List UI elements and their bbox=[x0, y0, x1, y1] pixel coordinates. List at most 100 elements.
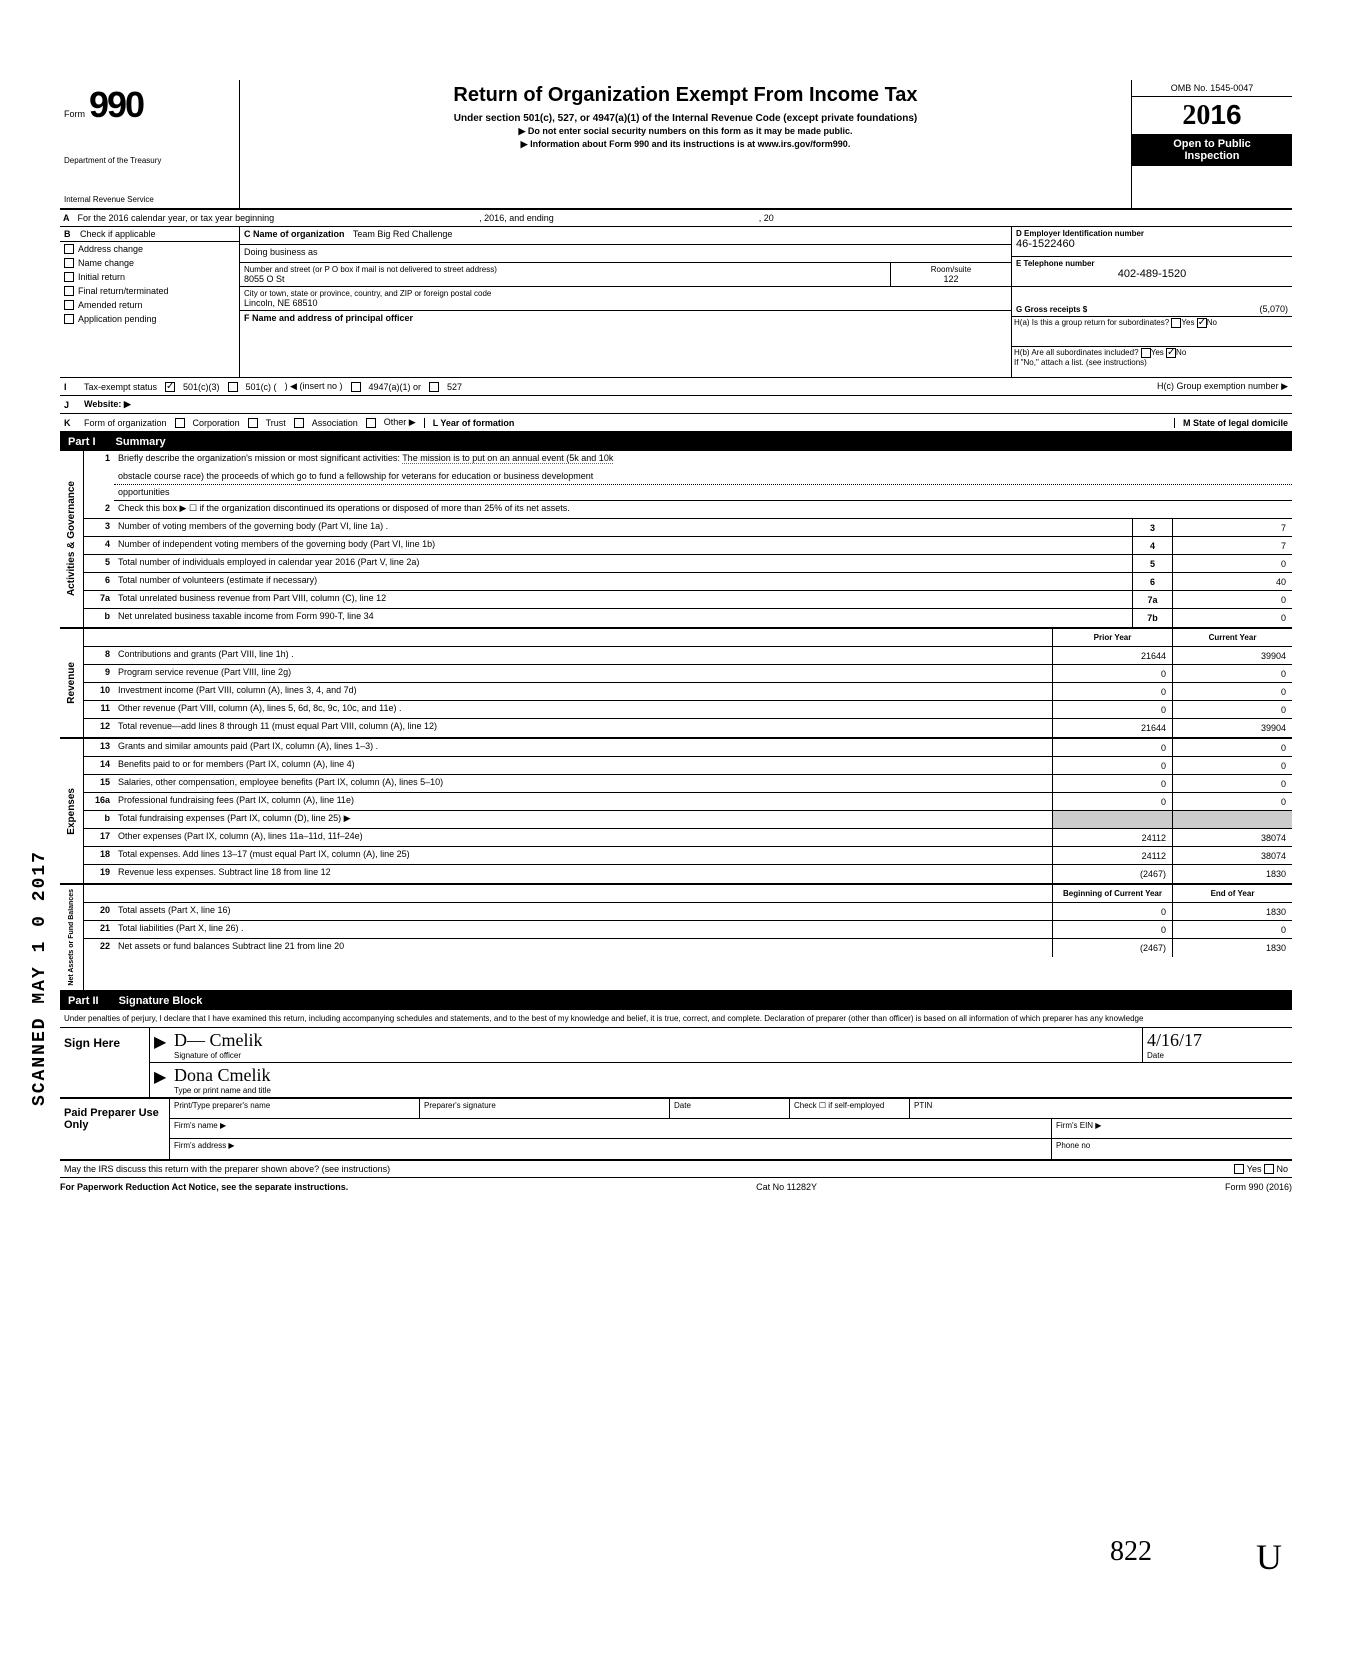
net-assets-section: Net Assets or Fund Balances Beginning of… bbox=[60, 885, 1292, 992]
l13-curr: 0 bbox=[1172, 739, 1292, 756]
l10-curr: 0 bbox=[1172, 683, 1292, 700]
city-row: City or town, state or province, country… bbox=[240, 287, 1011, 311]
sig-date-val: 4/16/17 bbox=[1147, 1030, 1288, 1051]
activities-governance: Activities & Governance 1 Briefly descri… bbox=[60, 451, 1292, 629]
expenses-section: Expenses 13 Grants and similar amounts p… bbox=[60, 739, 1292, 885]
mission-line3: opportunities bbox=[114, 485, 1292, 501]
col-b: B Check if applicable Address change Nam… bbox=[60, 227, 240, 377]
gross-receipts: G Gross receipts $ (5,070) bbox=[1012, 287, 1292, 317]
header-center: Return of Organization Exempt From Incom… bbox=[240, 80, 1132, 208]
l19-curr: 1830 bbox=[1172, 865, 1292, 883]
l8-prior: 21644 bbox=[1052, 647, 1172, 664]
l9-prior: 0 bbox=[1052, 665, 1172, 682]
header-left: Form 990 Department of the Treasury Inte… bbox=[60, 80, 240, 208]
l14-curr: 0 bbox=[1172, 757, 1292, 774]
line7b-val: 0 bbox=[1172, 609, 1292, 627]
scanned-stamp: SCANNED MAY 1 0 2017 bbox=[30, 850, 50, 1106]
handwritten-822: 822 bbox=[1110, 1536, 1152, 1568]
org-name-row: C Name of organization Team Big Red Chal… bbox=[240, 227, 1011, 245]
arrow-icon: ▶ bbox=[150, 1063, 170, 1097]
l12-curr: 39904 bbox=[1172, 719, 1292, 737]
form-990-container: Form 990 Department of the Treasury Inte… bbox=[60, 80, 1292, 1196]
check-amended[interactable]: Amended return bbox=[60, 298, 239, 312]
l19-prior: (2467) bbox=[1052, 865, 1172, 883]
ein-value: 46-1522460 bbox=[1016, 238, 1288, 250]
l13-prior: 0 bbox=[1052, 739, 1172, 756]
revenue-section: Revenue Prior Year Current Year 8 Contri… bbox=[60, 629, 1292, 739]
check-initial-return[interactable]: Initial return bbox=[60, 270, 239, 284]
ein-box: D Employer Identification number 46-1522… bbox=[1012, 227, 1292, 257]
dept-irs: Internal Revenue Service bbox=[64, 195, 235, 204]
main-title: Return of Organization Exempt From Incom… bbox=[250, 84, 1121, 107]
check-app-pending[interactable]: Application pending bbox=[60, 312, 239, 326]
instruction-1: ▶ Do not enter social security numbers o… bbox=[250, 126, 1121, 137]
header-right: OMB No. 1545-0047 2016 Open to Public In… bbox=[1132, 80, 1292, 208]
footer: For Paperwork Reduction Act Notice, see … bbox=[60, 1178, 1292, 1196]
paid-preparer-label: Paid Preparer Use Only bbox=[60, 1099, 170, 1159]
line5-val: 0 bbox=[1172, 555, 1292, 572]
l18-curr: 38074 bbox=[1172, 847, 1292, 864]
row-a: A For the 2016 calendar year, or tax yea… bbox=[60, 210, 1292, 227]
l22-curr: 1830 bbox=[1172, 939, 1292, 957]
l8-curr: 39904 bbox=[1172, 647, 1292, 664]
l22-prior: (2467) bbox=[1052, 939, 1172, 957]
line3-val: 7 bbox=[1172, 519, 1292, 536]
paid-preparer-section: Paid Preparer Use Only Print/Type prepar… bbox=[60, 1099, 1292, 1161]
mission-line1: The mission is to put on an annual event… bbox=[402, 453, 613, 464]
l16a-curr: 0 bbox=[1172, 793, 1292, 810]
mission-line2: obstacle course race) the proceeds of wh… bbox=[114, 469, 1292, 485]
omb-number: OMB No. 1545-0047 bbox=[1132, 80, 1292, 97]
name-handwritten: Dona Cmelik bbox=[174, 1065, 1288, 1086]
l12-prior: 21644 bbox=[1052, 719, 1172, 737]
city-value: Lincoln, NE 68510 bbox=[244, 298, 1007, 308]
arrow-icon: ▶ bbox=[150, 1028, 170, 1062]
subtitle: Under section 501(c), 527, or 4947(a)(1)… bbox=[250, 113, 1121, 124]
check-address-change[interactable]: Address change bbox=[60, 242, 239, 256]
l15-prior: 0 bbox=[1052, 775, 1172, 792]
l11-prior: 0 bbox=[1052, 701, 1172, 718]
instruction-2: ▶ Information about Form 990 and its ins… bbox=[250, 139, 1121, 150]
col-d-h: D Employer Identification number 46-1522… bbox=[1012, 227, 1292, 377]
check-name-change[interactable]: Name change bbox=[60, 256, 239, 270]
l10-prior: 0 bbox=[1052, 683, 1172, 700]
l11-curr: 0 bbox=[1172, 701, 1292, 718]
form-number: 990 bbox=[89, 84, 143, 126]
part-1-header: Part I Summary bbox=[60, 433, 1292, 451]
form-label: Form bbox=[64, 109, 85, 119]
line7a-val: 0 bbox=[1172, 591, 1292, 608]
f-officer: F Name and address of principal officer bbox=[240, 311, 1011, 351]
section-b-h: B Check if applicable Address change Nam… bbox=[60, 227, 1292, 378]
irs-discuss-row: May the IRS discuss this return with the… bbox=[60, 1161, 1292, 1179]
col-c-f: C Name of organization Team Big Red Chal… bbox=[240, 227, 1012, 377]
line4-val: 7 bbox=[1172, 537, 1292, 554]
room-value: 122 bbox=[895, 274, 1007, 284]
l9-curr: 0 bbox=[1172, 665, 1292, 682]
ha-box: H(a) Is this a group return for subordin… bbox=[1012, 317, 1292, 347]
check-501c3[interactable] bbox=[165, 382, 175, 392]
gross-value: (5,070) bbox=[1259, 304, 1288, 314]
l20-prior: 0 bbox=[1052, 903, 1172, 920]
l20-curr: 1830 bbox=[1172, 903, 1292, 920]
dba-row: Doing business as bbox=[240, 245, 1011, 263]
open-public: Open to Public Inspection bbox=[1132, 134, 1292, 166]
form-header: Form 990 Department of the Treasury Inte… bbox=[60, 80, 1292, 210]
sign-here-label: Sign Here bbox=[60, 1028, 150, 1097]
street-value: 8055 O St bbox=[244, 274, 886, 284]
signature-section: Under penalties of perjury, I declare th… bbox=[60, 1010, 1292, 1099]
signature-handwritten: D— Cmelik bbox=[174, 1030, 1138, 1051]
phone-box: E Telephone number 402-489-1520 bbox=[1012, 257, 1292, 287]
part-2-header: Part II Signature Block bbox=[60, 992, 1292, 1010]
l15-curr: 0 bbox=[1172, 775, 1292, 792]
handwritten-u: U bbox=[1256, 1536, 1282, 1578]
hb-box: H(b) Are all subordinates included? Yes … bbox=[1012, 347, 1292, 377]
check-final-return[interactable]: Final return/terminated bbox=[60, 284, 239, 298]
l16a-prior: 0 bbox=[1052, 793, 1172, 810]
l17-curr: 38074 bbox=[1172, 829, 1292, 846]
l18-prior: 24112 bbox=[1052, 847, 1172, 864]
tax-year: 2016 bbox=[1132, 97, 1292, 134]
l14-prior: 0 bbox=[1052, 757, 1172, 774]
row-k: K Form of organization Corporation Trust… bbox=[60, 414, 1292, 433]
line6-val: 40 bbox=[1172, 573, 1292, 590]
sig-declaration: Under penalties of perjury, I declare th… bbox=[60, 1010, 1292, 1028]
phone-value: 402-489-1520 bbox=[1016, 268, 1288, 280]
